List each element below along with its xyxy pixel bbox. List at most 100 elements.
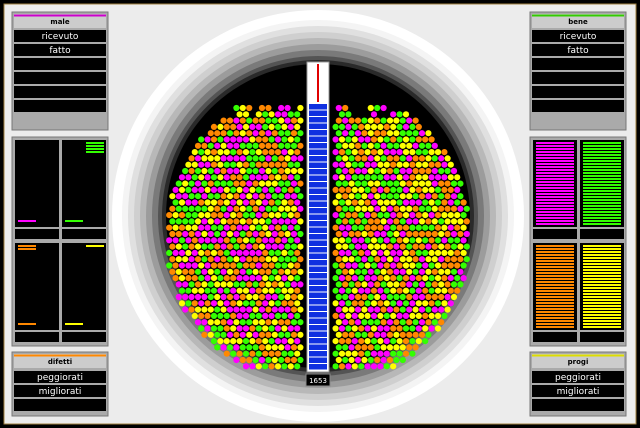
- ball: [335, 319, 342, 326]
- meter-bar: [86, 151, 104, 153]
- ball: [425, 243, 432, 250]
- ball: [233, 331, 240, 338]
- meter-bar: [583, 311, 621, 313]
- ball: [268, 174, 275, 181]
- ball: [281, 325, 288, 332]
- ball: [380, 331, 387, 338]
- ball: [236, 149, 243, 156]
- ball: [271, 230, 278, 238]
- ball: [370, 123, 378, 130]
- ball: [338, 111, 346, 118]
- ball: [281, 161, 288, 168]
- ball: [239, 230, 246, 238]
- ball: [380, 230, 387, 238]
- ball: [207, 256, 214, 263]
- ball: [422, 312, 429, 319]
- ball: [262, 363, 269, 370]
- ball: [207, 293, 214, 301]
- ball: [220, 155, 227, 162]
- meter-bar: [583, 175, 621, 177]
- ball: [287, 300, 294, 307]
- ball: [255, 149, 262, 156]
- ball: [335, 281, 342, 288]
- ball: [361, 142, 368, 149]
- ball: [217, 338, 224, 345]
- counter-box: [305, 373, 331, 387]
- ball: [246, 281, 253, 288]
- ball: [178, 224, 186, 231]
- ball: [226, 180, 234, 187]
- ball: [214, 268, 221, 275]
- meter-foot: [15, 332, 59, 342]
- ball: [415, 123, 422, 130]
- ball: [185, 300, 192, 307]
- meter-bar: [536, 311, 574, 313]
- ball: [438, 205, 445, 212]
- ball: [271, 180, 278, 187]
- ball: [342, 142, 349, 149]
- ball: [236, 350, 243, 357]
- ball: [262, 111, 269, 118]
- ball: [345, 338, 352, 345]
- ball: [383, 338, 390, 345]
- ball: [201, 306, 208, 313]
- ball: [361, 356, 368, 364]
- ball: [463, 205, 470, 212]
- ball: [194, 268, 202, 275]
- ball: [217, 262, 224, 269]
- ball: [175, 281, 182, 288]
- ball: [425, 155, 432, 162]
- ball: [255, 224, 262, 231]
- counter: 1653: [309, 377, 327, 385]
- tube-segment: [309, 201, 327, 207]
- ball: [431, 230, 438, 238]
- ball: [425, 180, 432, 187]
- ball: [434, 262, 442, 269]
- ball: [361, 130, 368, 137]
- panel-title: difetti: [48, 358, 72, 366]
- meter-bar: [536, 172, 574, 174]
- ball: [463, 256, 470, 263]
- tube-segment: [309, 175, 327, 181]
- ball: [390, 212, 397, 219]
- ball: [418, 306, 426, 313]
- ball: [214, 193, 221, 200]
- meter-bar: [536, 299, 574, 301]
- ball: [210, 312, 218, 319]
- ball: [281, 186, 288, 193]
- ball: [182, 268, 189, 275]
- panel-header: [532, 14, 624, 28]
- ball: [236, 111, 243, 118]
- ball: [220, 331, 227, 338]
- ball: [444, 306, 451, 313]
- ball: [354, 243, 362, 250]
- ball: [198, 237, 205, 244]
- ball: [166, 249, 173, 256]
- ball: [246, 356, 253, 364]
- meter-bar: [583, 326, 621, 328]
- ball: [342, 243, 349, 250]
- meter-bar: [583, 296, 621, 298]
- ball: [380, 205, 387, 212]
- ball: [460, 199, 467, 206]
- ball: [345, 186, 352, 193]
- meter-bar: [536, 223, 574, 225]
- ball: [230, 199, 237, 206]
- ball: [242, 186, 250, 193]
- ball: [383, 363, 390, 370]
- ball: [246, 230, 253, 238]
- ball: [233, 205, 240, 212]
- meter-bar: [86, 245, 104, 247]
- ball: [255, 275, 262, 282]
- ball: [214, 218, 221, 225]
- ball: [351, 363, 358, 370]
- ball: [281, 111, 288, 118]
- ball: [390, 136, 397, 143]
- ball: [351, 237, 358, 244]
- ball: [361, 268, 368, 275]
- ball: [354, 205, 362, 212]
- meter-bar: [536, 260, 574, 262]
- ball: [297, 331, 304, 338]
- ball: [178, 186, 186, 193]
- ball: [348, 243, 355, 250]
